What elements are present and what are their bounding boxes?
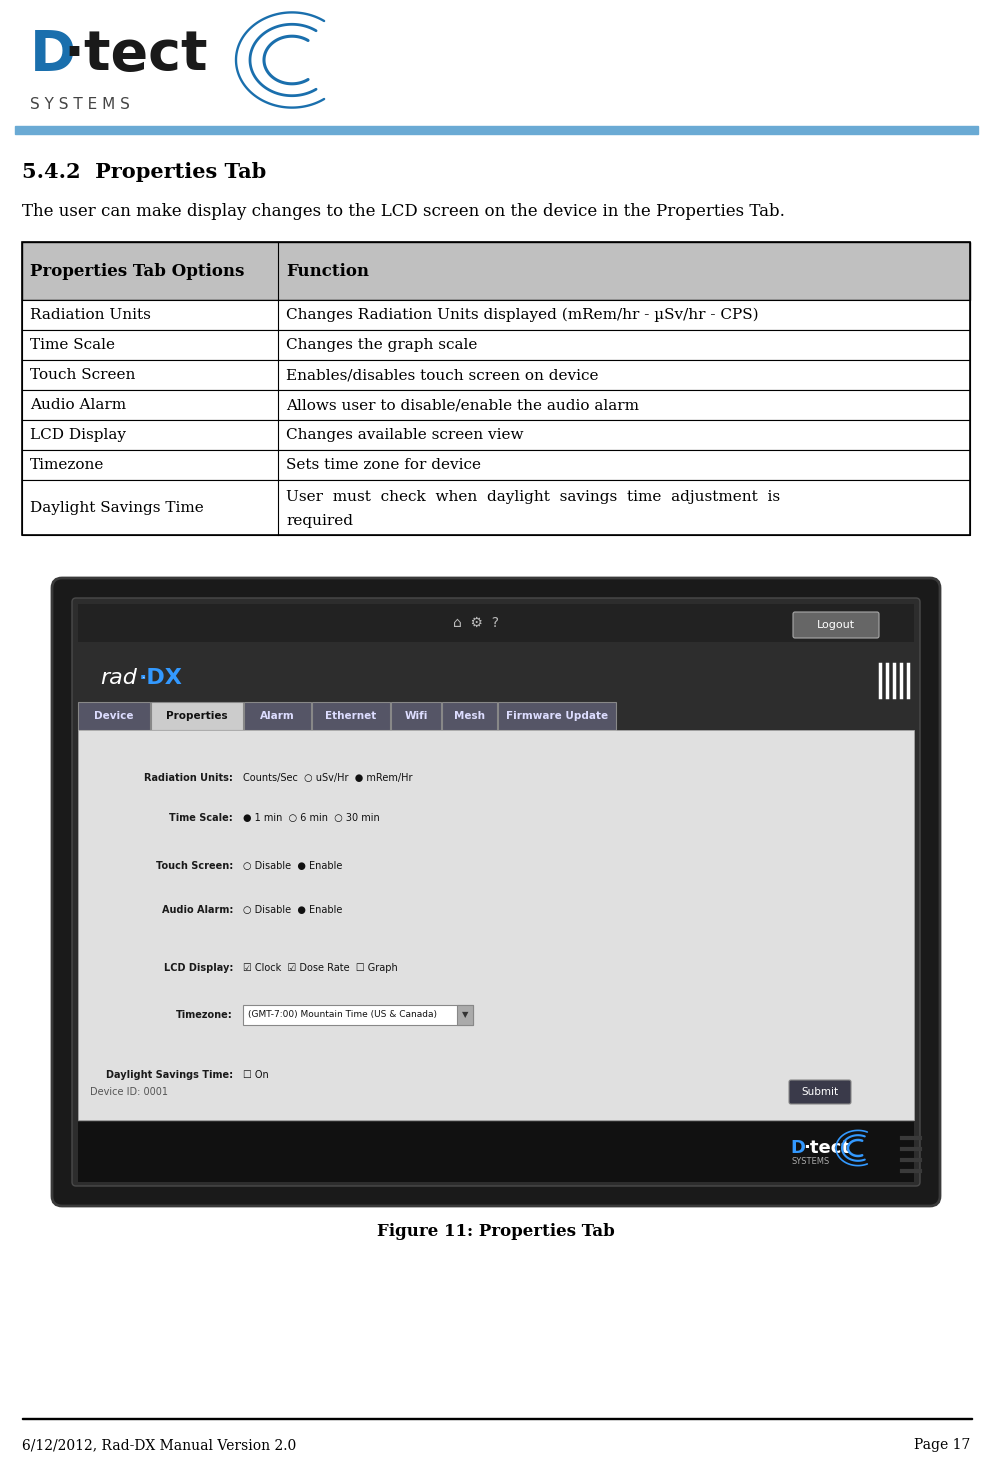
Text: Timezone:: Timezone: bbox=[176, 1010, 233, 1020]
Text: ⌂  ⚙  ?: ⌂ ⚙ ? bbox=[453, 616, 499, 629]
Text: ○ Disable  ● Enable: ○ Disable ● Enable bbox=[243, 861, 343, 871]
Text: LCD Display: LCD Display bbox=[30, 427, 126, 442]
Text: Alarm: Alarm bbox=[260, 710, 295, 721]
Bar bbox=[22, 301, 970, 330]
Text: (GMT-7:00) Mountain Time (US & Canada): (GMT-7:00) Mountain Time (US & Canada) bbox=[248, 1011, 437, 1020]
Text: Enables/disables touch screen on device: Enables/disables touch screen on device bbox=[286, 368, 599, 382]
Bar bbox=[151, 702, 243, 730]
Bar bbox=[22, 330, 970, 360]
Bar bbox=[244, 702, 311, 730]
Bar bbox=[391, 702, 441, 730]
Text: D: D bbox=[790, 1139, 805, 1157]
Text: Function: Function bbox=[286, 262, 369, 280]
Text: .: . bbox=[142, 671, 146, 680]
Text: Time Scale: Time Scale bbox=[30, 338, 115, 352]
Text: Radiation Units:: Radiation Units: bbox=[144, 772, 233, 783]
Text: Properties: Properties bbox=[166, 710, 227, 721]
Text: Logout: Logout bbox=[817, 621, 855, 629]
Text: ● 1 min  ○ 6 min  ○ 30 min: ● 1 min ○ 6 min ○ 30 min bbox=[243, 814, 379, 822]
Text: Radiation Units: Radiation Units bbox=[30, 308, 151, 321]
Text: 6/12/2012, Rad-DX Manual Version 2.0: 6/12/2012, Rad-DX Manual Version 2.0 bbox=[22, 1439, 296, 1452]
Text: Touch Screen: Touch Screen bbox=[30, 368, 135, 382]
Text: Mesh: Mesh bbox=[454, 710, 485, 721]
Text: Timezone: Timezone bbox=[30, 458, 104, 472]
Text: Wifi: Wifi bbox=[404, 710, 428, 721]
Bar bbox=[22, 420, 970, 450]
Bar bbox=[22, 360, 970, 391]
Bar bbox=[22, 391, 970, 420]
Bar bbox=[312, 702, 390, 730]
FancyBboxPatch shape bbox=[793, 612, 879, 638]
Bar bbox=[22, 1418, 972, 1419]
Text: S Y S T E M S: S Y S T E M S bbox=[30, 97, 130, 112]
Bar bbox=[78, 730, 914, 1120]
Text: Daylight Savings Time:: Daylight Savings Time: bbox=[106, 1070, 233, 1080]
Text: User  must  check  when  daylight  savings  time  adjustment  is: User must check when daylight savings ti… bbox=[286, 489, 780, 504]
FancyBboxPatch shape bbox=[52, 578, 940, 1206]
Text: Changes available screen view: Changes available screen view bbox=[286, 427, 523, 442]
Text: Changes Radiation Units displayed (mRem/hr - µSv/hr - CPS): Changes Radiation Units displayed (mRem/… bbox=[286, 308, 759, 323]
Text: Submit: Submit bbox=[801, 1086, 838, 1097]
Text: Page 17: Page 17 bbox=[914, 1439, 970, 1452]
Text: 5.4.2  Properties Tab: 5.4.2 Properties Tab bbox=[22, 162, 266, 181]
Text: Touch Screen:: Touch Screen: bbox=[156, 861, 233, 871]
Text: ☐ On: ☐ On bbox=[243, 1070, 269, 1080]
FancyBboxPatch shape bbox=[789, 1080, 851, 1104]
Text: Device ID: 0001: Device ID: 0001 bbox=[90, 1086, 168, 1097]
Bar bbox=[78, 702, 150, 730]
Bar bbox=[22, 242, 970, 535]
Bar bbox=[78, 604, 914, 643]
Text: ·tect: ·tect bbox=[63, 28, 208, 83]
Text: Allows user to disable/enable the audio alarm: Allows user to disable/enable the audio … bbox=[286, 398, 638, 413]
Bar bbox=[442, 702, 497, 730]
Text: rad: rad bbox=[100, 668, 137, 688]
FancyBboxPatch shape bbox=[72, 598, 920, 1187]
Bar bbox=[15, 125, 978, 134]
Text: Counts/Sec  ○ uSv/Hr  ● mRem/Hr: Counts/Sec ○ uSv/Hr ● mRem/Hr bbox=[243, 772, 412, 783]
Text: ▼: ▼ bbox=[462, 1011, 469, 1020]
Text: required: required bbox=[286, 513, 353, 528]
Text: Properties Tab Options: Properties Tab Options bbox=[30, 262, 244, 280]
Text: ☑ Clock  ☑ Dose Rate  ☐ Graph: ☑ Clock ☑ Dose Rate ☐ Graph bbox=[243, 963, 398, 973]
Text: LCD Display:: LCD Display: bbox=[164, 963, 233, 973]
Text: D: D bbox=[30, 28, 76, 83]
Text: Audio Alarm: Audio Alarm bbox=[30, 398, 126, 413]
Bar bbox=[22, 450, 970, 481]
Text: The user can make display changes to the LCD screen on the device in the Propert: The user can make display changes to the… bbox=[22, 203, 784, 220]
Bar bbox=[22, 481, 970, 535]
Text: Device: Device bbox=[94, 710, 134, 721]
Bar bbox=[22, 242, 970, 301]
Bar bbox=[78, 1122, 914, 1182]
Bar bbox=[498, 702, 616, 730]
Text: Changes the graph scale: Changes the graph scale bbox=[286, 338, 478, 352]
Text: Firmware Update: Firmware Update bbox=[506, 710, 608, 721]
Text: Ethernet: Ethernet bbox=[326, 710, 376, 721]
Text: Daylight Savings Time: Daylight Savings Time bbox=[30, 501, 204, 514]
Text: ·DX: ·DX bbox=[139, 668, 183, 688]
Text: Figure 11: Properties Tab: Figure 11: Properties Tab bbox=[377, 1223, 615, 1241]
Text: Audio Alarm:: Audio Alarm: bbox=[162, 905, 233, 915]
Text: Time Scale:: Time Scale: bbox=[169, 814, 233, 822]
Text: ○ Disable  ● Enable: ○ Disable ● Enable bbox=[243, 905, 343, 915]
Text: SYSTEMS: SYSTEMS bbox=[792, 1157, 830, 1166]
Text: Sets time zone for device: Sets time zone for device bbox=[286, 458, 481, 472]
Bar bbox=[457, 1005, 473, 1024]
Bar bbox=[243, 1005, 473, 1024]
Text: ·tect: ·tect bbox=[803, 1139, 850, 1157]
